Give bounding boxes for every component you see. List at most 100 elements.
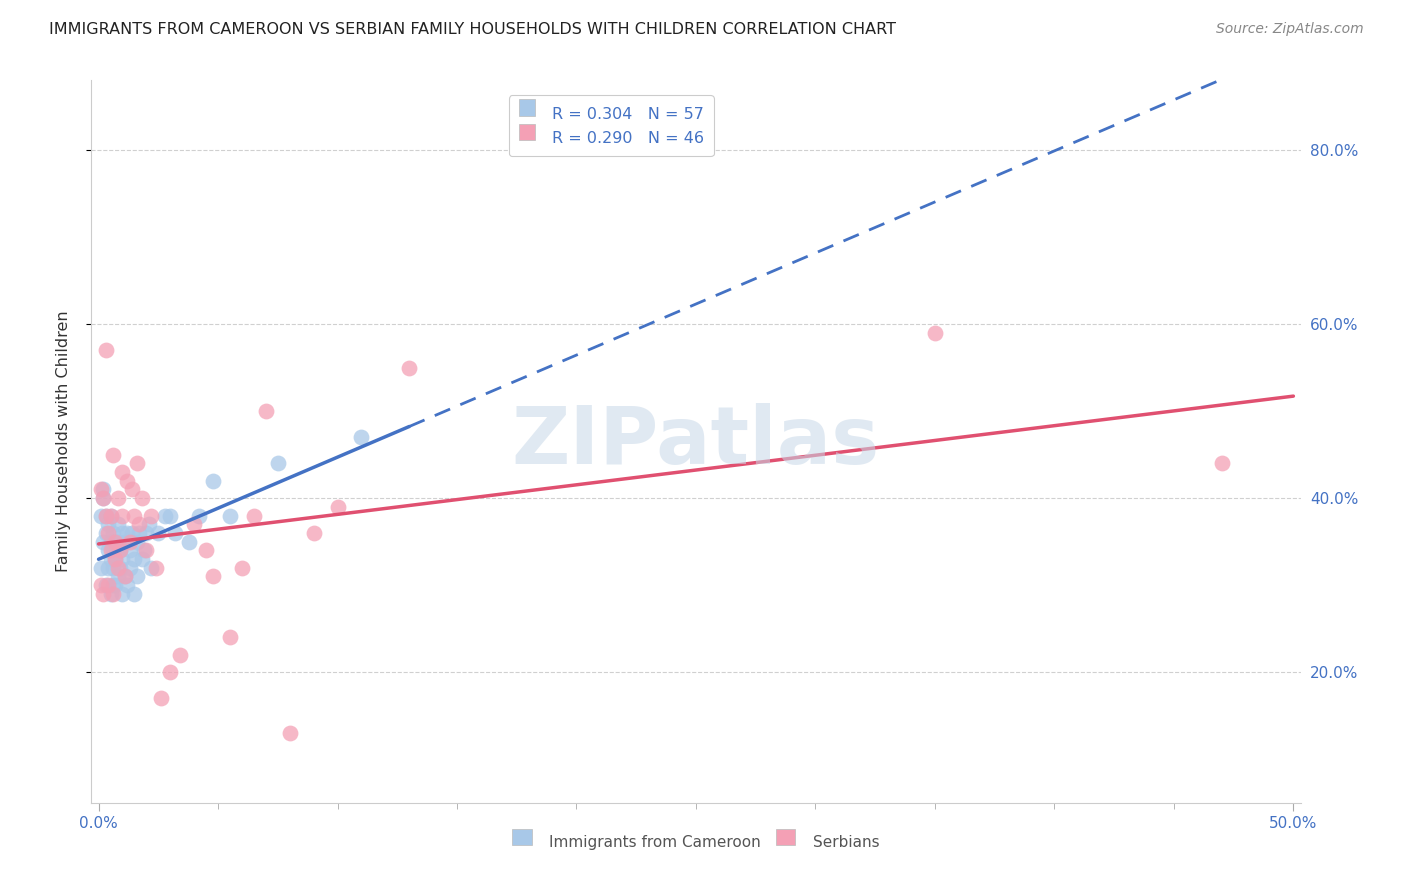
Point	[111, 552, 134, 566]
Point	[139, 508, 162, 523]
Point	[219, 631, 242, 645]
Point	[278, 726, 301, 740]
Point	[101, 587, 124, 601]
Point	[104, 552, 127, 566]
Point	[125, 456, 148, 470]
Text: Source: ZipAtlas.com: Source: ZipAtlas.com	[1216, 22, 1364, 37]
Point	[101, 525, 124, 540]
Point	[125, 569, 148, 583]
Point	[135, 543, 157, 558]
Point	[326, 500, 349, 514]
Point	[124, 508, 146, 523]
Point	[111, 525, 134, 540]
Point	[118, 561, 141, 575]
Point	[101, 543, 124, 558]
Point	[924, 326, 946, 340]
Point	[145, 561, 167, 575]
Legend: Immigrants from Cameroon, Serbians: Immigrants from Cameroon, Serbians	[506, 829, 886, 856]
Point	[97, 578, 120, 592]
Point	[131, 491, 153, 505]
Point	[128, 517, 150, 532]
Point	[163, 525, 186, 540]
Point	[121, 483, 143, 497]
Point	[108, 543, 131, 558]
Point	[121, 525, 143, 540]
Point	[125, 534, 148, 549]
Point	[219, 508, 242, 523]
Point	[107, 517, 129, 532]
Point	[97, 561, 120, 575]
Point	[107, 534, 129, 549]
Point	[115, 578, 138, 592]
Point	[124, 587, 146, 601]
Point	[131, 552, 153, 566]
Point	[138, 517, 160, 532]
Point	[100, 508, 122, 523]
Point	[97, 525, 120, 540]
Point	[91, 587, 114, 601]
Point	[90, 508, 112, 523]
Point	[148, 525, 170, 540]
Text: ZIPatlas: ZIPatlas	[512, 402, 880, 481]
Point	[135, 525, 157, 540]
Point	[187, 508, 209, 523]
Point	[118, 534, 141, 549]
Point	[155, 508, 177, 523]
Point	[159, 665, 181, 680]
Point	[90, 561, 112, 575]
Point	[350, 430, 373, 444]
Point	[101, 448, 124, 462]
Point	[100, 534, 122, 549]
Point	[111, 587, 134, 601]
Point	[179, 534, 201, 549]
Point	[97, 543, 120, 558]
Point	[94, 525, 117, 540]
Point	[159, 508, 181, 523]
Point	[91, 491, 114, 505]
Point	[128, 525, 150, 540]
Point	[104, 534, 127, 549]
Point	[100, 508, 122, 523]
Point	[94, 508, 117, 523]
Point	[107, 569, 129, 583]
Point	[114, 569, 136, 583]
Point	[91, 534, 114, 549]
Point	[91, 491, 114, 505]
Point	[111, 465, 134, 479]
Point	[1211, 456, 1233, 470]
Point	[100, 587, 122, 601]
Point	[202, 569, 225, 583]
Point	[169, 648, 191, 662]
Point	[195, 543, 218, 558]
Point	[254, 404, 277, 418]
Point	[90, 483, 112, 497]
Point	[104, 534, 127, 549]
Point	[114, 569, 136, 583]
Point	[149, 691, 172, 706]
Y-axis label: Family Households with Children: Family Households with Children	[56, 310, 70, 573]
Point	[108, 543, 131, 558]
Point	[94, 343, 117, 358]
Point	[118, 543, 141, 558]
Point	[115, 525, 138, 540]
Point	[91, 483, 114, 497]
Point	[267, 456, 290, 470]
Point	[183, 517, 205, 532]
Point	[114, 534, 136, 549]
Point	[100, 543, 122, 558]
Point	[107, 561, 129, 575]
Text: IMMIGRANTS FROM CAMEROON VS SERBIAN FAMILY HOUSEHOLDS WITH CHILDREN CORRELATION : IMMIGRANTS FROM CAMEROON VS SERBIAN FAMI…	[49, 22, 896, 37]
Point	[124, 552, 146, 566]
Point	[90, 578, 112, 592]
Point	[139, 561, 162, 575]
Point	[111, 508, 134, 523]
Point	[100, 552, 122, 566]
Point	[104, 578, 127, 592]
Point	[132, 543, 155, 558]
Point	[97, 517, 120, 532]
Point	[398, 360, 420, 375]
Point	[243, 508, 266, 523]
Point	[108, 561, 131, 575]
Point	[202, 474, 225, 488]
Point	[231, 561, 253, 575]
